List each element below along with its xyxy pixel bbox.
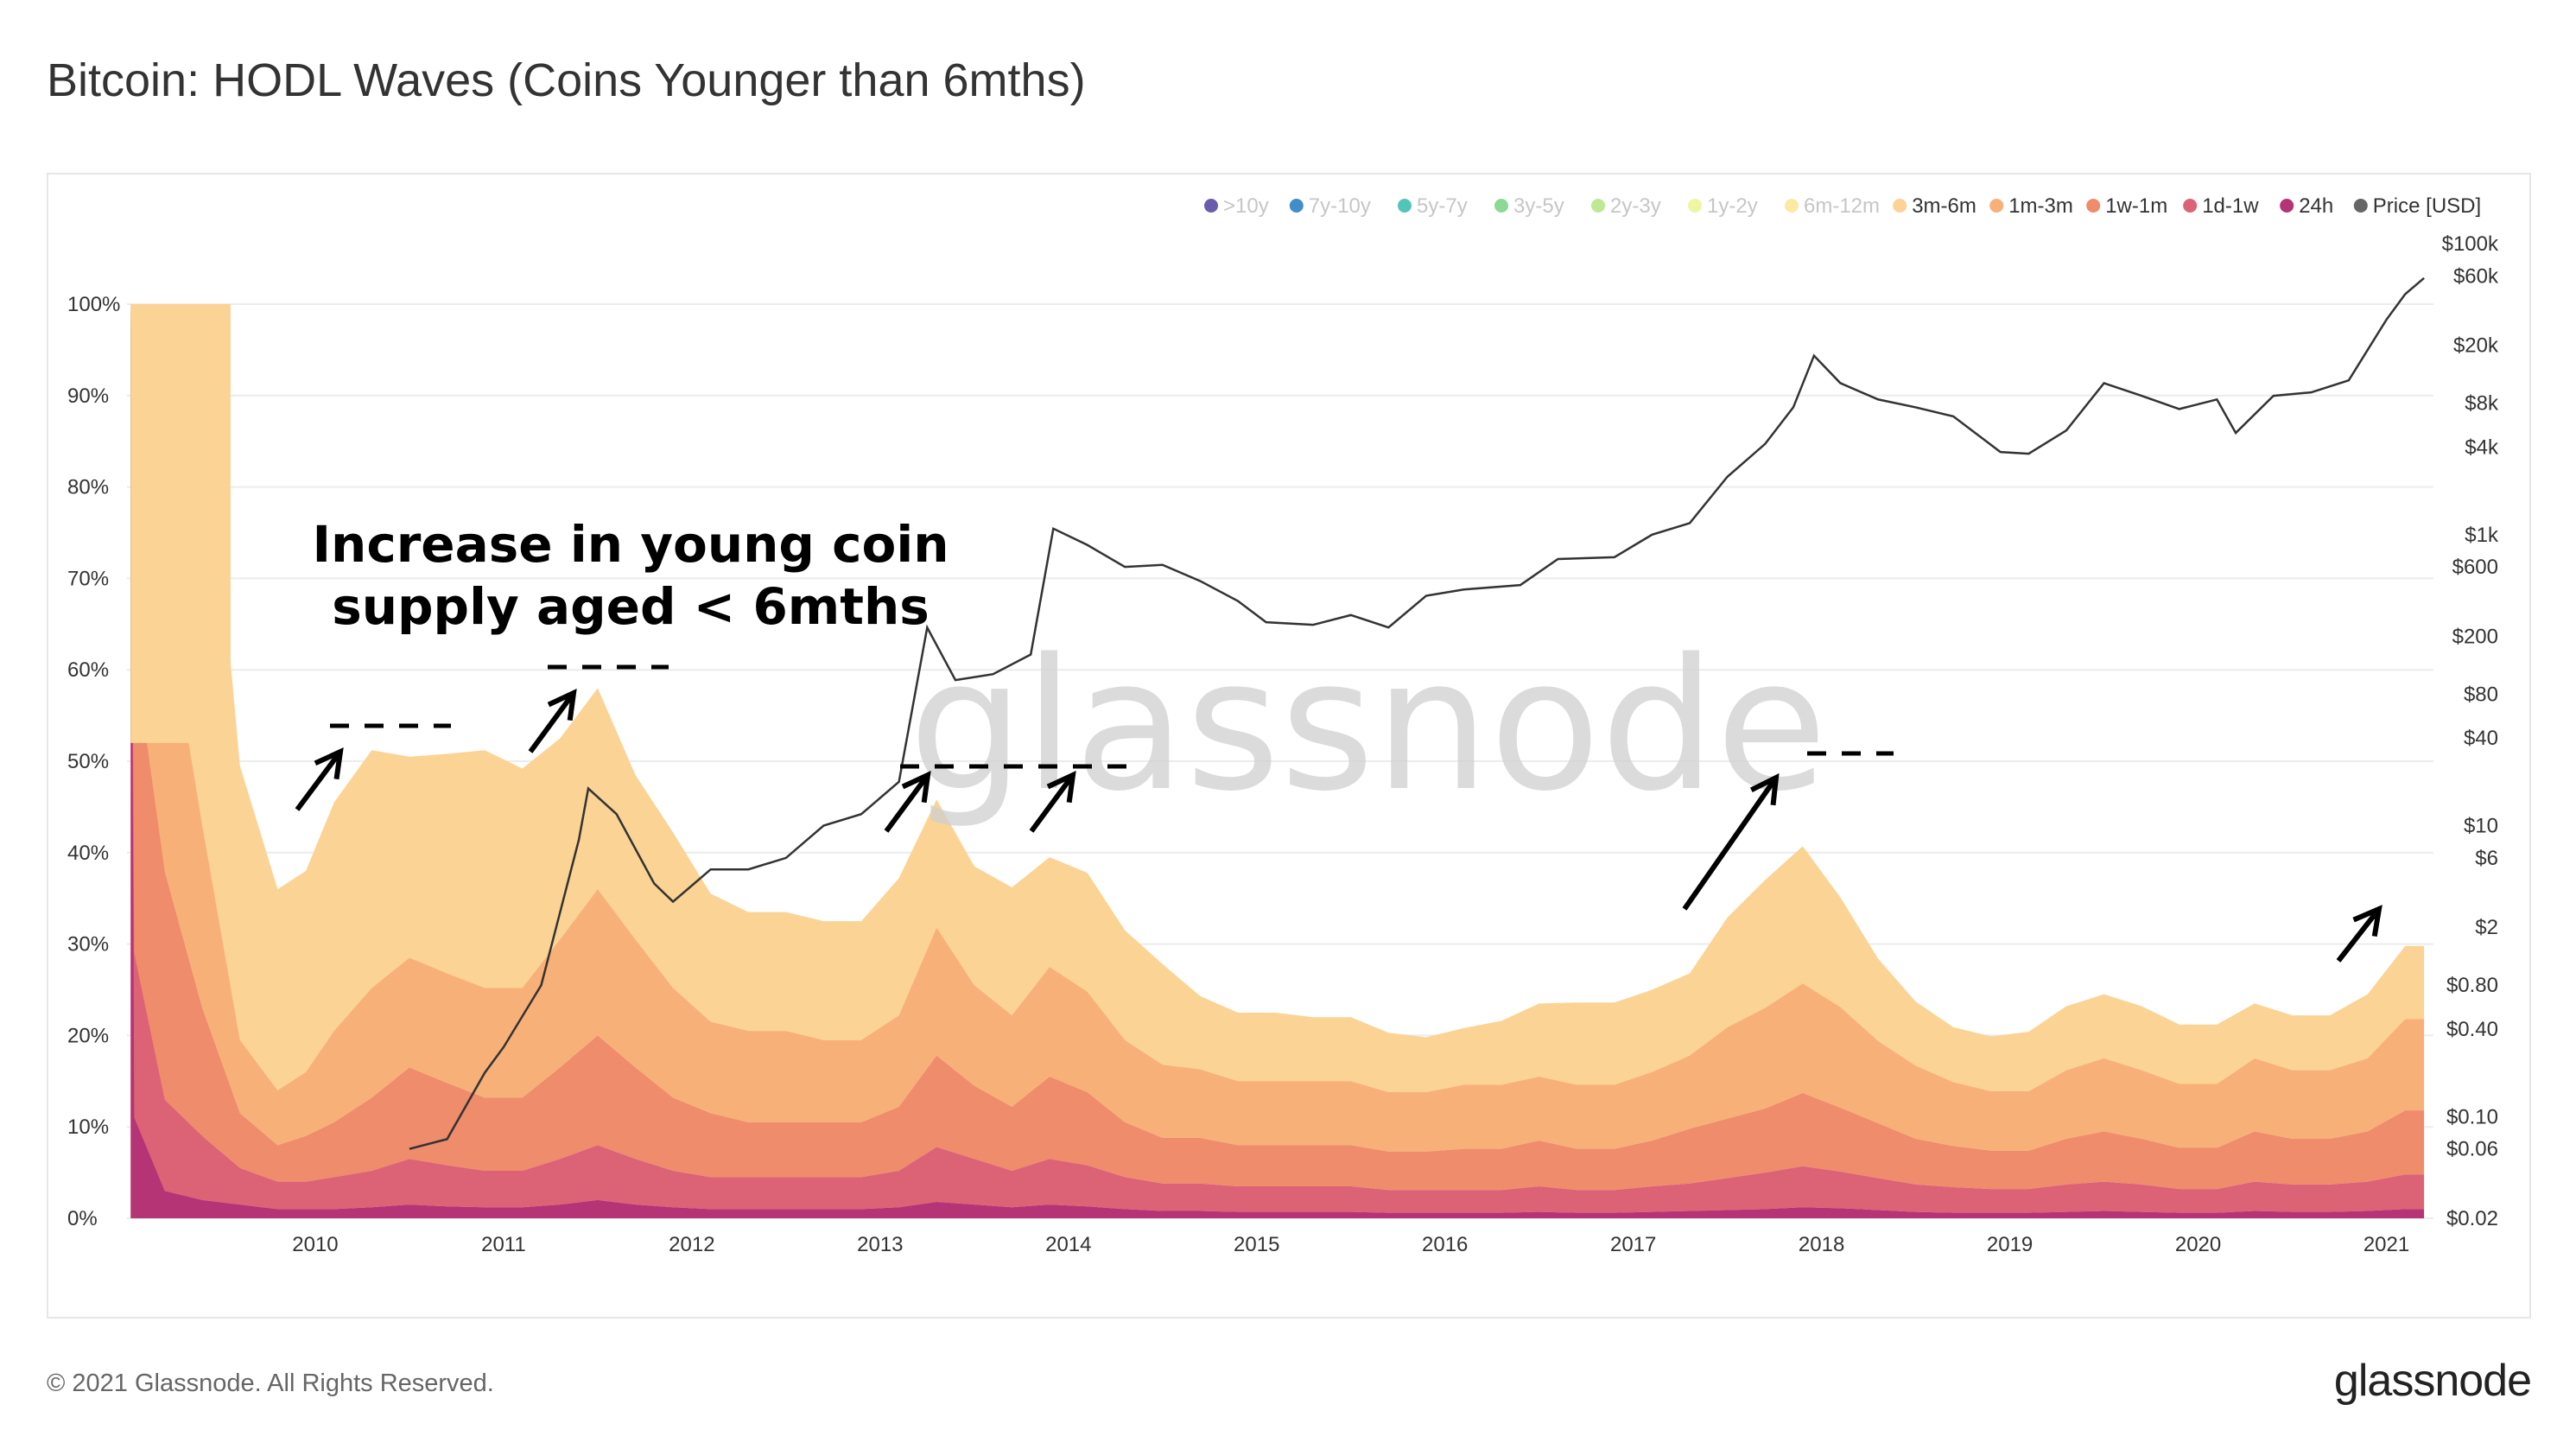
y-tick-label: 100%: [67, 293, 120, 316]
legend-marker[interactable]: [1398, 199, 1412, 213]
legend-marker[interactable]: [1989, 199, 2004, 213]
y-right-tick-label: $4k: [2465, 435, 2499, 459]
legend-marker[interactable]: [1204, 199, 1218, 213]
y-axis-left: 0% 10% 20% 30% 40% 50% 60% 70% 80% 90% 100%: [67, 293, 120, 1230]
x-tick-label: 2021: [2363, 1233, 2409, 1256]
annotations: Increase in young coin supply aged < 6mt…: [295, 515, 2382, 963]
y-right-tick-label: $8k: [2465, 392, 2499, 416]
legend-label: 5y-7y: [1417, 194, 1468, 218]
x-tick-label: 2020: [2175, 1233, 2221, 1256]
x-tick-label: 2010: [292, 1233, 338, 1256]
legend-marker[interactable]: [1591, 199, 1605, 213]
y-axis-right: $0.02 $0.06 $0.10 $0.40 $0.80 $2 $6 $10 $40 $80 $2…: [2442, 232, 2499, 1230]
legend-marker[interactable]: [1494, 199, 1508, 213]
legend-label: 1y-2y: [1707, 194, 1758, 218]
watermark: glassnode: [909, 620, 1827, 831]
legend-label: 3y-5y: [1513, 194, 1564, 218]
legend-label: 3m-6m: [1912, 194, 1976, 218]
y-right-tick-label: $60k: [2453, 264, 2499, 288]
y-right-tick-label: $0.02: [2446, 1207, 2498, 1230]
x-tick-label: 2019: [1987, 1233, 2033, 1256]
arrow-head: [314, 747, 344, 780]
legend[interactable]: Price [USD] 24h 1d-1w 1w-1m 1m-3m 3m-6m 6m-12m…: [1204, 194, 2481, 218]
y-right-tick-label: $6: [2475, 847, 2498, 870]
arrow-shaft: [1682, 776, 1779, 911]
legend-marker[interactable]: [2086, 199, 2101, 213]
legend-label: 1m-3m: [2008, 194, 2073, 218]
y-tick-label: 30%: [67, 933, 109, 956]
arrow-head: [547, 688, 577, 721]
y-tick-label: 80%: [67, 476, 109, 499]
legend-marker[interactable]: [2183, 199, 2198, 213]
area-3m-6m-initial: [130, 304, 231, 743]
page-title: Bitcoin: HODL Waves (Coins Younger than …: [47, 54, 1086, 106]
arrow-head: [1046, 770, 1076, 804]
x-tick-label: 2018: [1799, 1233, 1844, 1256]
annotation-line-2: supply aged < 6mths: [332, 577, 930, 636]
arrow-shaft: [2336, 907, 2382, 963]
legend-marker[interactable]: [1785, 199, 1799, 213]
y-tick-label: 40%: [67, 842, 109, 865]
y-right-tick-label: $20k: [2453, 334, 2499, 358]
legend-label: 1d-1w: [2202, 194, 2259, 218]
y-tick-label: 60%: [67, 658, 109, 682]
y-right-tick-label: $10: [2464, 815, 2498, 838]
hodl-waves-chart: glassnode 0% 10% 20% 30% 40% 50% 60% 70% 80% 90% 1…: [67, 194, 2499, 1256]
x-tick-label: 2014: [1045, 1233, 1091, 1256]
y-tick-label: 20%: [67, 1024, 109, 1047]
arrow-head: [2352, 905, 2382, 937]
y-right-tick-label: $1k: [2465, 524, 2499, 547]
y-right-tick-label: $100k: [2442, 232, 2499, 256]
x-tick-label: 2016: [1422, 1233, 1468, 1256]
legend-label: 6m-12m: [1804, 194, 1880, 218]
stacked-areas: [130, 304, 2425, 1218]
y-tick-label: 50%: [67, 750, 109, 773]
x-tick-label: 2012: [669, 1233, 714, 1256]
y-right-tick-label: $0.10: [2446, 1105, 2498, 1128]
legend-label: Price [USD]: [2373, 194, 2481, 218]
legend-marker[interactable]: [1688, 199, 1702, 213]
y-right-tick-label: $0.80: [2446, 974, 2498, 997]
y-right-tick-label: $600: [2452, 556, 2498, 579]
y-tick-label: 0%: [67, 1207, 98, 1230]
legend-marker[interactable]: [1893, 199, 1907, 213]
footer-copyright: © 2021 Glassnode. All Rights Reserved.: [47, 1370, 494, 1397]
y-tick-label: 10%: [67, 1115, 109, 1139]
legend-label: 2y-3y: [1610, 194, 1661, 218]
arrow-head: [901, 770, 931, 804]
arrow-head: [1750, 772, 1780, 806]
legend-label: 1w-1m: [2105, 194, 2167, 218]
y-right-tick-label: $200: [2452, 625, 2498, 648]
y-right-tick-label: $80: [2464, 683, 2498, 706]
legend-marker[interactable]: [2353, 199, 2368, 213]
y-right-tick-label: $2: [2475, 916, 2498, 939]
legend-marker[interactable]: [2280, 199, 2294, 213]
legend-label: >10y: [1223, 194, 1269, 218]
y-right-tick-label: $40: [2464, 727, 2498, 750]
annotation-line-1: Increase in young coin: [312, 515, 949, 574]
area-3m-6m: [130, 304, 2425, 1218]
price-line: [409, 276, 2425, 1150]
y-right-tick-label: $0.40: [2446, 1018, 2498, 1041]
arrow-shaft: [295, 750, 343, 811]
x-tick-label: 2017: [1610, 1233, 1656, 1256]
y-tick-label: 70%: [67, 567, 109, 590]
legend-label: 7y-10y: [1309, 194, 1371, 218]
footer-logo[interactable]: glassnode: [2333, 1356, 2532, 1406]
arrow-shaft: [528, 691, 576, 753]
y-right-tick-label: $0.06: [2446, 1138, 2498, 1161]
legend-marker[interactable]: [1289, 199, 1304, 213]
x-axis: 2010 2011 2012 2013 2014 2015 2016 2017 2018 2019…: [292, 1233, 2409, 1256]
arrow-shaft: [1029, 773, 1075, 833]
chart-container: glassnode 0% 10% 20% 30% 40% 50% 60% 70% 80% 90% 1…: [47, 173, 2531, 1319]
price-line-group: [409, 276, 2425, 1150]
x-tick-label: 2015: [1234, 1233, 1279, 1256]
legend-label: 24h: [2299, 194, 2333, 218]
area-1w-1m: [130, 304, 2425, 1218]
x-tick-label: 2011: [481, 1233, 526, 1256]
y-tick-label: 90%: [67, 384, 109, 408]
arrow-shaft: [884, 773, 930, 833]
area-1m-3m: [130, 304, 2425, 1218]
x-tick-label: 2013: [857, 1233, 903, 1256]
